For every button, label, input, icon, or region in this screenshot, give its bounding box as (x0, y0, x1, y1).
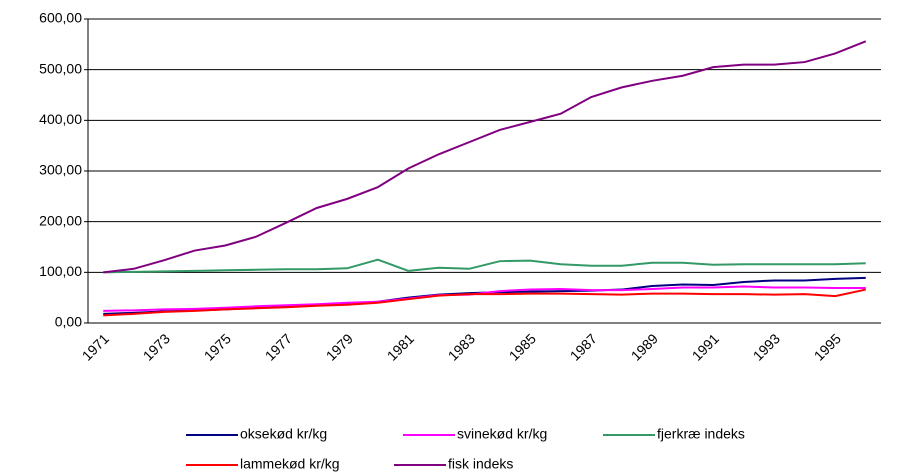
x-tick-label: 1979 (323, 330, 356, 363)
legend-label: lammekød kr/kg (240, 456, 340, 472)
data-line (103, 288, 866, 317)
y-tick-label: 600,00 (39, 10, 82, 26)
x-tick-label: 1983 (445, 330, 478, 363)
y-tick-label: 500,00 (39, 60, 82, 76)
y-tick-label: 0,00 (55, 314, 82, 330)
legend-label: fjerkræ indeks (657, 426, 745, 442)
data-line (103, 258, 866, 274)
x-tick-label: 1971 (79, 330, 112, 363)
data-line (103, 285, 866, 312)
x-tick-label: 1973 (140, 330, 173, 363)
x-tick-label: 1977 (262, 330, 295, 363)
y-tick-label: 400,00 (39, 111, 82, 127)
x-tick-label: 1987 (567, 330, 600, 363)
x-tick-label: 1981 (384, 330, 417, 363)
x-tick-label: 1995 (811, 330, 844, 363)
legend-label: svinekød kr/kg (457, 426, 547, 442)
y-tick-label: 300,00 (39, 162, 82, 178)
y-tick-label: 200,00 (39, 212, 82, 228)
x-tick-label: 1991 (689, 330, 722, 363)
legend-label: fisk indeks (448, 456, 513, 472)
x-tick-label: 1975 (201, 330, 234, 363)
x-tick-label: 1993 (750, 330, 783, 363)
legend-label: oksekød kr/kg (240, 426, 327, 442)
data-line (103, 40, 867, 274)
x-tick-label: 1989 (628, 330, 661, 363)
x-tick-label: 1985 (506, 330, 539, 363)
y-tick-label: 100,00 (39, 263, 82, 279)
